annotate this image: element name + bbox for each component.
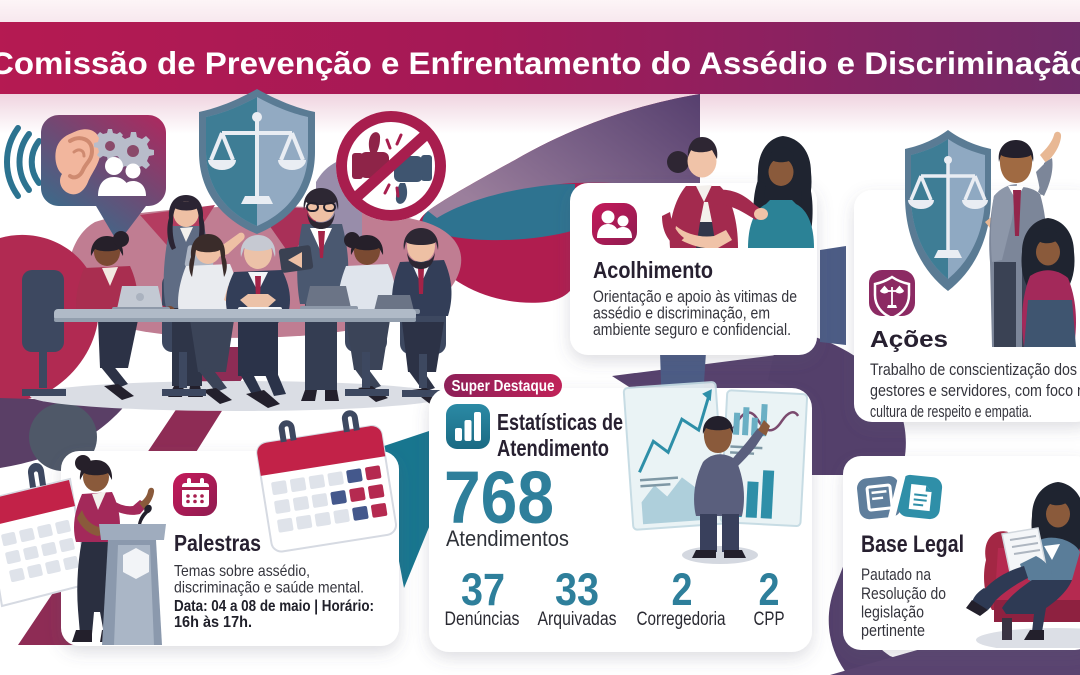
svg-text:Super Destaque: Super Destaque [452,378,555,395]
svg-text:CPP: CPP [754,609,785,630]
svg-text:Corregedoria: Corregedoria [637,609,726,630]
svg-text:Comissão de Prevenção e Enfren: Comissão de Prevenção e Enfrentamento do… [0,45,1080,81]
svg-text:cultura de respeito e empatia.: cultura de respeito e empatia. [870,402,1032,421]
svg-text:gestores e servidores, com foc: gestores e servidores, com foco n [870,381,1080,400]
svg-text:Atendimento: Atendimento [497,435,609,461]
svg-text:37: 37 [461,564,505,615]
svg-text:768: 768 [444,456,554,539]
svg-text:Temas sobre assédio,: Temas sobre assédio, [174,563,310,580]
svg-text:2: 2 [759,564,780,615]
svg-text:Acolhimento: Acolhimento [593,257,713,283]
svg-text:Pautado na: Pautado na [861,565,931,584]
svg-text:Ações: Ações [870,326,948,352]
svg-text:16h às 17h.: 16h às 17h. [174,614,252,631]
svg-text:ambiente seguro e confidencial: ambiente seguro e confidencial. [593,320,791,339]
svg-text:discriminação e saúde mental.: discriminação e saúde mental. [174,580,364,597]
svg-text:Denúncias: Denúncias [445,609,520,630]
svg-text:Atendimentos: Atendimentos [446,526,569,551]
svg-text:Resolução do: Resolução do [861,584,946,603]
svg-text:legislação: legislação [861,603,924,622]
svg-text:2: 2 [672,564,693,615]
svg-text:assédio e discriminação, em: assédio e discriminação, em [593,304,770,323]
svg-text:Arquivadas: Arquivadas [538,609,617,630]
svg-text:Trabalho de conscientização do: Trabalho de conscientização dos [870,360,1077,379]
svg-text:Estatísticas de: Estatísticas de [497,409,623,435]
svg-text:33: 33 [555,564,599,615]
svg-text:pertinente: pertinente [861,621,925,640]
svg-text:Base Legal: Base Legal [861,531,964,558]
svg-text:Data: 04 a 08 de maio | Horári: Data: 04 a 08 de maio | Horário: [174,598,374,615]
svg-text:Orientação e apoio às vitimas: Orientação e apoio às vitimas de [593,287,797,306]
svg-text:Palestras: Palestras [174,530,261,556]
